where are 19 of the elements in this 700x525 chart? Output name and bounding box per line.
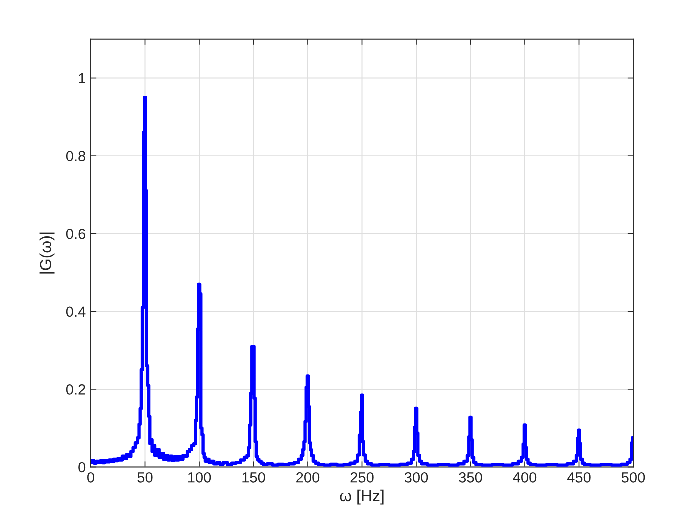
y-tick-label: 0.4 bbox=[66, 306, 86, 318]
x-tick-label: 0 bbox=[88, 472, 94, 483]
y-tick-label: 1 bbox=[79, 74, 86, 84]
x-tick-label: 250 bbox=[350, 472, 374, 483]
x-tick-label: 300 bbox=[404, 472, 428, 483]
x-tick-label: 500 bbox=[622, 472, 646, 483]
y-tick-label: 0.6 bbox=[66, 228, 86, 240]
y-tick-label: 0.8 bbox=[66, 151, 86, 162]
x-tick-label: 50 bbox=[138, 472, 153, 483]
x-axis-title: ω [Hz] bbox=[340, 490, 384, 505]
x-tick-label: 150 bbox=[242, 472, 266, 483]
x-tick-label: 400 bbox=[513, 472, 537, 483]
x-tick-label: 450 bbox=[567, 472, 591, 483]
x-tick-label: 350 bbox=[459, 472, 482, 483]
y-tick-label: 0.2 bbox=[66, 384, 86, 395]
x-tick-label: 200 bbox=[296, 472, 320, 483]
x-tick-label: 100 bbox=[188, 472, 212, 483]
y-tick-label: 0 bbox=[78, 462, 86, 473]
y-axis-title: |G(ω)| bbox=[40, 232, 55, 274]
